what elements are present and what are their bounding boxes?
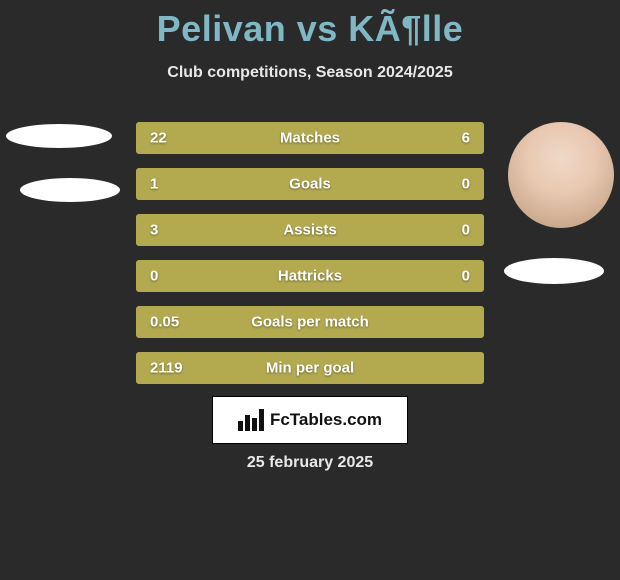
bar-label: Hattricks — [138, 268, 482, 285]
stat-bar: 0Hattricks0 — [136, 260, 484, 292]
bar-label: Goals per match — [138, 314, 482, 331]
stat-bar: 0.05Goals per match — [136, 306, 484, 338]
bar-label: Matches — [138, 130, 482, 147]
brand-logo[interactable]: FcTables.com — [212, 396, 408, 444]
subtitle: Club competitions, Season 2024/2025 — [0, 64, 620, 82]
date-caption: 25 february 2025 — [0, 454, 620, 472]
bar-label: Goals — [138, 176, 482, 193]
stat-bar: 2119Min per goal — [136, 352, 484, 384]
avatar-right-caption — [504, 258, 604, 284]
bar-value-right: 0 — [462, 176, 470, 193]
bar-label: Assists — [138, 222, 482, 239]
stat-bar: 1Goals0 — [136, 168, 484, 200]
bar-label: Min per goal — [138, 360, 482, 377]
stat-bar: 3Assists0 — [136, 214, 484, 246]
avatar-left-placeholder-2 — [20, 178, 120, 202]
brand-text: FcTables.com — [270, 410, 382, 430]
bar-value-right: 0 — [462, 268, 470, 285]
avatar-right — [508, 122, 614, 228]
stat-bars: 22Matches61Goals03Assists00Hattricks00.0… — [136, 122, 484, 398]
bar-value-right: 0 — [462, 222, 470, 239]
stat-bar: 22Matches6 — [136, 122, 484, 154]
page-title: Pelivan vs KÃ¶lle — [0, 0, 620, 50]
bars-icon — [238, 409, 264, 431]
avatar-left-placeholder-1 — [6, 124, 112, 148]
bar-value-right: 6 — [462, 130, 470, 147]
avatar-right-image — [508, 122, 614, 228]
